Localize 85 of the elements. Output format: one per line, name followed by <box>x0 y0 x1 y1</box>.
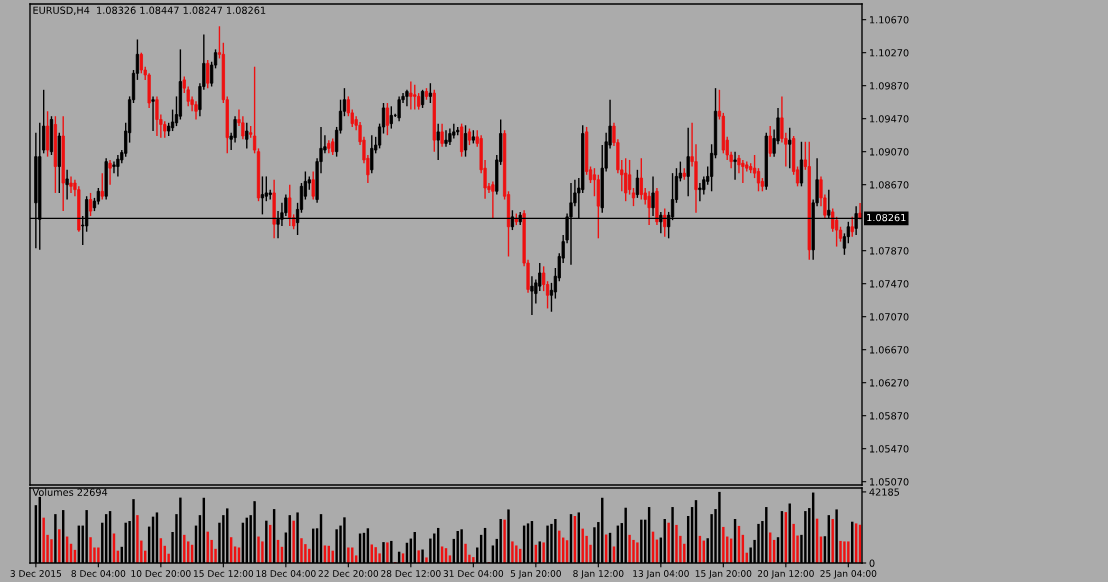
x-tick-label: 15 Jan 20:00 <box>695 570 752 579</box>
bar <box>464 543 467 563</box>
x-tick-label: 10 Dec 20:00 <box>131 570 191 577</box>
x-tick-label: 3 Dec 2015 <box>10 570 62 577</box>
y-tick-label: 1.10270 <box>870 49 909 57</box>
y-tick-label: 42185 <box>869 488 900 496</box>
candlestick <box>245 122 249 150</box>
bar <box>183 534 186 563</box>
bar <box>417 550 420 563</box>
y-tick-label: 1.05470 <box>870 445 909 453</box>
x-tick-label: 22 Dec 20:00 <box>318 570 379 577</box>
bar <box>425 557 428 563</box>
bar <box>722 526 725 563</box>
candlestick <box>57 132 61 194</box>
candlestick <box>432 89 436 153</box>
y-tick-label: 1.08670 <box>870 181 909 189</box>
candlestick <box>389 105 393 130</box>
x-tick-label: 20 Jan 12:00 <box>757 570 814 579</box>
candlestick <box>100 172 104 201</box>
y-tick-label: 0 <box>869 559 875 567</box>
candlestick <box>139 51 143 74</box>
y-tick-label: 1.06270 <box>870 379 909 387</box>
candlestick <box>624 157 628 202</box>
bar <box>628 534 631 563</box>
y-tick-label: 1.09470 <box>870 115 909 123</box>
y-tick-label: 1.07070 <box>870 313 909 321</box>
x-tick-label: 13 Jan 04:00 <box>633 570 689 579</box>
bar <box>792 523 795 563</box>
x-tick-label: 8 Jan 12:00 <box>573 570 624 579</box>
ref-line-label: 1.08261 <box>867 213 906 222</box>
candlestick <box>42 89 46 155</box>
x-tick-label: 28 Dec 12:00 <box>381 570 441 577</box>
bar <box>97 547 100 563</box>
x-tick-label: 5 Jan 20:00 <box>510 570 561 579</box>
y-tick-label: 1.07870 <box>870 247 909 255</box>
bar <box>511 541 514 563</box>
candlestick <box>639 157 643 201</box>
bar <box>503 519 506 563</box>
bar <box>261 541 264 563</box>
bar <box>50 539 53 563</box>
bar <box>42 517 45 563</box>
candlestick <box>370 134 374 174</box>
bar <box>839 540 842 563</box>
y-tick-label: 1.10670 <box>870 16 909 24</box>
y-tick-label: 1.05070 <box>870 478 909 486</box>
y-tick-label: 1.07470 <box>870 280 909 288</box>
bar <box>843 541 846 563</box>
x-tick-label: 15 Dec 12:00 <box>193 570 254 577</box>
x-tick-label: 8 Dec 04:00 <box>71 570 126 577</box>
y-tick-label: 1.05870 <box>870 412 909 420</box>
chart-title: Volumes 22694 <box>32 488 108 496</box>
bar <box>847 541 850 563</box>
x-tick-label: 18 Dec 04:00 <box>256 570 316 577</box>
candlestick <box>206 59 210 89</box>
bar <box>667 522 670 563</box>
candlestick <box>413 84 417 111</box>
bar <box>347 547 350 563</box>
x-tick-label: 31 Dec 04:00 <box>443 570 504 577</box>
y-tick-label: 1.09870 <box>870 82 909 90</box>
y-tick-label: 1.06670 <box>870 346 909 354</box>
bar <box>292 520 295 563</box>
bar <box>675 524 678 563</box>
bar <box>58 529 61 563</box>
bar <box>374 547 377 563</box>
candlestick <box>807 141 811 261</box>
bar <box>515 545 518 563</box>
candlestick <box>768 125 772 158</box>
bar <box>136 515 139 563</box>
bar <box>300 538 303 563</box>
candlestick <box>61 115 65 212</box>
y-tick-label: 1.09070 <box>870 148 909 156</box>
bar <box>257 536 260 563</box>
bar <box>472 557 475 563</box>
chart-title: EURUSD,H4 1.08326 1.08447 1.08247 1.08261 <box>33 6 266 15</box>
bar <box>831 519 834 563</box>
bar <box>386 542 389 563</box>
candlestick <box>764 132 768 191</box>
bar <box>89 537 92 563</box>
candlestick <box>788 127 792 169</box>
bar <box>636 542 639 563</box>
x-tick-label: 25 Jan 04:00 <box>820 570 877 579</box>
candlestick <box>288 183 292 227</box>
bar <box>632 539 635 563</box>
candlestick <box>850 216 854 238</box>
bar <box>542 542 545 563</box>
